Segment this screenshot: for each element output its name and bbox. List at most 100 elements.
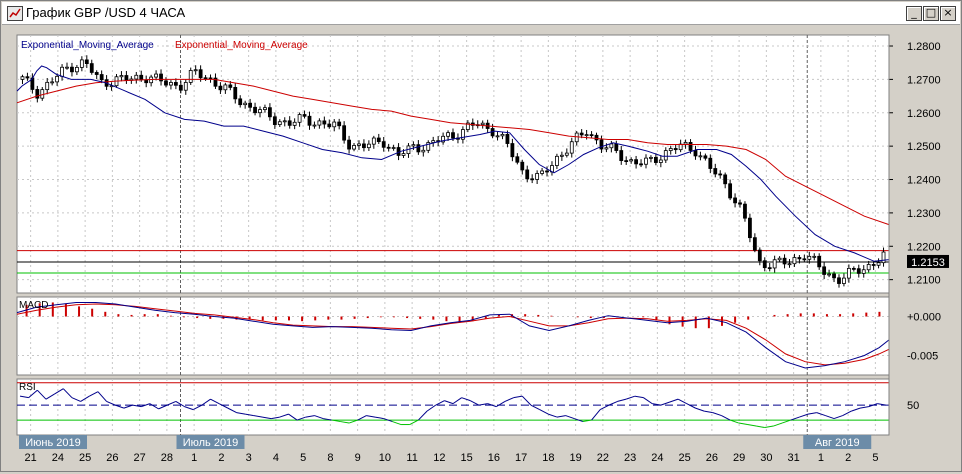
candle-body — [79, 59, 84, 68]
price-tick-label: 1.2200 — [907, 241, 941, 253]
candle-body — [317, 120, 322, 126]
candle-body — [738, 202, 742, 205]
candle-body — [545, 170, 549, 173]
window-title: График GBP /USD 4 ЧАСА — [26, 5, 186, 20]
candle-body — [777, 257, 782, 261]
minimize-button[interactable]: _ — [906, 6, 922, 21]
rsi-line-segment — [80, 395, 90, 402]
rsi-line-segment — [660, 401, 670, 406]
title-bar[interactable]: График GBP /USD 4 ЧАСА _ □ × — [2, 2, 960, 25]
x-tick-label: 10 — [379, 452, 391, 464]
x-tick-label: 24 — [52, 452, 64, 464]
rsi-line-segment — [626, 395, 636, 400]
candle-body — [441, 135, 446, 143]
candle-body — [594, 134, 599, 141]
candle-body — [411, 144, 416, 147]
candle-body — [381, 141, 386, 148]
x-tick-label: 28 — [161, 452, 173, 464]
candle-body — [520, 161, 525, 171]
candle-body — [465, 122, 470, 130]
x-tick-label: 3 — [246, 452, 252, 464]
rsi-line-segment — [149, 403, 159, 410]
maximize-button[interactable]: □ — [923, 6, 939, 21]
price-tick-label: 1.2800 — [907, 41, 941, 53]
x-tick-label: 19 — [570, 452, 582, 464]
candle-body — [609, 143, 614, 149]
candle-body — [451, 132, 455, 139]
rsi-line-segment — [62, 388, 73, 399]
candle-body — [277, 121, 282, 125]
rsi-line-segment — [859, 406, 869, 409]
rsi-line-segment — [669, 398, 679, 403]
x-tick-label: 24 — [651, 452, 663, 464]
candle-body — [851, 267, 856, 270]
rsi-line-segment — [97, 391, 107, 402]
rsi-line-segment — [452, 397, 462, 405]
macd-tick-label: -0.005 — [907, 351, 938, 363]
candle-body — [624, 160, 629, 163]
rsi-line-segment — [877, 403, 887, 406]
x-tick-label: 30 — [760, 452, 772, 464]
rsi-line-segment — [868, 403, 878, 408]
candle-body — [827, 273, 831, 276]
rsi-line-segment — [331, 419, 341, 423]
rsi-line-segment — [288, 413, 298, 421]
ema-fast-line — [16, 65, 890, 262]
candle-body — [663, 150, 668, 161]
x-tick-label: 31 — [788, 452, 800, 464]
period-label-bg — [176, 435, 245, 449]
candle-body — [75, 67, 79, 73]
rsi-line-segment — [712, 412, 722, 417]
rsi-line-segment — [271, 416, 280, 420]
chart-area[interactable]: 21 24 25 26 27 28 1 2 3 4 5 8 9 10 11 12 15 16 17 18 19 22 23 2… — [2, 25, 960, 471]
x-tick-label: 27 — [134, 452, 146, 464]
candle-body — [173, 82, 178, 86]
rsi-line-segment — [548, 413, 558, 418]
rsi-line-segment — [115, 404, 125, 409]
rsi-line-segment — [71, 397, 81, 402]
candle-body — [480, 122, 485, 126]
legend-ema-slow: Exponential_Moving_Average — [175, 40, 308, 51]
candle-body — [649, 156, 653, 159]
rsi-line-segment — [851, 407, 861, 412]
period-label-bg — [803, 435, 872, 449]
candle-body — [243, 102, 248, 106]
rsi-line-segment — [296, 416, 306, 421]
rsi-line-segment — [704, 410, 713, 414]
candle-body — [693, 150, 698, 157]
rsi-line-segment — [617, 398, 627, 402]
rsi-line-segment — [323, 418, 332, 421]
candle-body — [50, 81, 55, 84]
candle-body — [703, 155, 708, 159]
candle-body — [619, 150, 624, 162]
rsi-line-segment — [418, 410, 428, 421]
candle-body — [282, 120, 287, 123]
candle-body — [505, 133, 510, 144]
rsi-line-segment — [582, 419, 592, 423]
x-tick-label: 2 — [218, 452, 224, 464]
chart-canvas[interactable]: 21 24 25 26 27 28 1 2 3 4 5 8 9 10 11 12 15 16 17 18 19 22 23 2… — [2, 25, 960, 471]
price-tick-label: 1.2100 — [907, 275, 941, 287]
macd-main-line — [16, 302, 890, 369]
candle-body — [495, 135, 500, 138]
period-label: Авг 2019 — [815, 437, 860, 449]
x-tick-label: 5 — [300, 452, 306, 464]
candle-body — [792, 257, 797, 265]
candle-body — [203, 77, 208, 80]
candle-body — [357, 143, 361, 146]
candle-body — [366, 143, 371, 149]
x-tick-label: 5 — [872, 452, 878, 464]
close-button[interactable]: × — [940, 6, 956, 21]
candle-body — [20, 76, 25, 80]
candle-body — [589, 134, 594, 137]
candle-body — [416, 144, 421, 153]
candle-body — [559, 154, 564, 157]
rsi-line-segment — [825, 415, 835, 420]
macd-signal-line — [16, 303, 890, 366]
candle-body — [757, 249, 762, 262]
current-price-tag — [907, 254, 949, 268]
rsi-line-segment — [279, 413, 289, 418]
candle-body — [807, 255, 812, 260]
candle-body — [258, 109, 262, 114]
rsi-line-segment — [175, 400, 185, 408]
